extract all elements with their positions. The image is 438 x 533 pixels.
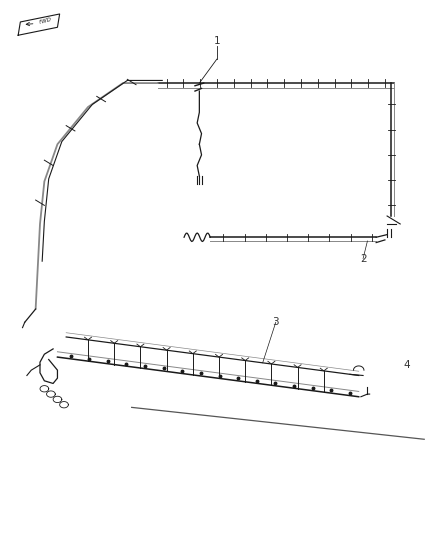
Text: 2: 2 xyxy=(360,254,367,263)
Text: 3: 3 xyxy=(272,317,279,327)
Text: FWD: FWD xyxy=(39,17,53,25)
Text: 4: 4 xyxy=(403,360,410,370)
Text: 1: 1 xyxy=(213,36,220,45)
